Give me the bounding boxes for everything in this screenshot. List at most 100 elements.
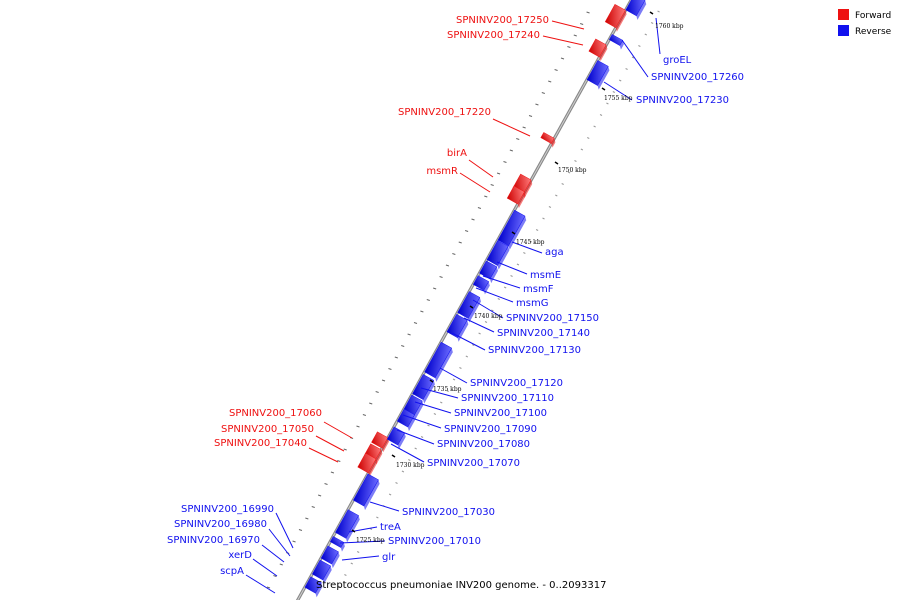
kbp-tick bbox=[554, 161, 559, 165]
scale-tick bbox=[496, 172, 501, 175]
gene-label: SPNINV200_17110 bbox=[461, 393, 554, 404]
gene-label: SPNINV200_16980 bbox=[174, 519, 267, 530]
scale-tick bbox=[375, 391, 379, 393]
gene-label: SPNINV200_17120 bbox=[470, 378, 563, 389]
leader-line bbox=[542, 35, 584, 46]
leader-line bbox=[341, 555, 380, 561]
leader-line bbox=[603, 81, 633, 101]
scale-tick bbox=[408, 459, 411, 461]
scale-tick bbox=[548, 80, 552, 83]
kbp-tick bbox=[429, 379, 434, 383]
leader-line bbox=[511, 241, 543, 254]
scale-tick bbox=[612, 91, 616, 93]
scale-tick bbox=[580, 148, 584, 151]
scale-tick bbox=[484, 195, 488, 198]
scale-tick bbox=[458, 241, 462, 244]
scale-tick bbox=[311, 506, 315, 508]
leader-line bbox=[402, 414, 442, 429]
gene-label: glr bbox=[382, 552, 396, 563]
scale-tick bbox=[503, 286, 507, 289]
gene-label: msmF bbox=[523, 284, 554, 295]
kbp-tick bbox=[649, 11, 654, 15]
gene-box bbox=[506, 185, 526, 209]
gene-box bbox=[446, 314, 469, 342]
gene-label: SPNINV200_17220 bbox=[398, 107, 491, 118]
scale-tick bbox=[574, 160, 577, 162]
scale-tick bbox=[586, 11, 590, 14]
gene-label: msmR bbox=[426, 166, 458, 177]
gene-box bbox=[371, 431, 390, 453]
leader-line bbox=[621, 39, 649, 78]
gene-label: SPNINV200_17260 bbox=[651, 72, 744, 83]
gene-label: birA bbox=[447, 148, 467, 159]
scale-tick bbox=[491, 309, 494, 312]
scale-tick bbox=[471, 218, 475, 221]
kbp-label: 1725 kbp bbox=[356, 537, 385, 544]
scale-tick bbox=[510, 275, 513, 277]
kbp-label: 1750 kbp bbox=[558, 167, 587, 174]
scale-tick bbox=[618, 79, 622, 82]
scale-tick bbox=[324, 483, 328, 485]
scale-tick bbox=[560, 57, 565, 60]
kbp-label: 1760 kbp bbox=[655, 23, 684, 30]
scale-tick bbox=[376, 516, 379, 519]
leader-line bbox=[551, 20, 585, 30]
scale-tick bbox=[541, 92, 545, 94]
leader-line bbox=[261, 544, 285, 563]
leader-line bbox=[475, 287, 514, 303]
scale-tick bbox=[292, 540, 296, 543]
scale-tick bbox=[266, 586, 271, 589]
legend: Forward Reverse bbox=[838, 9, 892, 37]
scale-tick bbox=[573, 34, 577, 37]
scale-tick bbox=[478, 332, 481, 335]
leader-line bbox=[268, 528, 291, 557]
gene-box bbox=[625, 0, 647, 20]
kbp-label: 1745 kbp bbox=[516, 239, 545, 246]
scale-tick bbox=[465, 355, 469, 358]
scale-tick bbox=[337, 585, 341, 588]
scale-tick bbox=[497, 298, 501, 300]
gene-label: scpA bbox=[220, 566, 244, 577]
scale-tick bbox=[561, 183, 564, 185]
leader-line bbox=[308, 447, 339, 463]
gene-label: SPNINV200_17140 bbox=[497, 328, 590, 339]
leader-line bbox=[315, 435, 345, 452]
kbp-label: 1755 kbp bbox=[604, 95, 633, 102]
scale-tick bbox=[305, 517, 309, 520]
scale-tick bbox=[535, 229, 539, 231]
gene-label: treA bbox=[380, 522, 401, 533]
gene-label: SPNINV200_17250 bbox=[456, 15, 549, 26]
scale-tick bbox=[395, 482, 398, 484]
scale-tick bbox=[388, 493, 392, 496]
gene-label: msmG bbox=[516, 298, 548, 309]
scale-tick bbox=[471, 344, 475, 346]
gene-label: SPNINV200_16970 bbox=[167, 535, 260, 546]
scale-tick bbox=[522, 126, 526, 129]
scale-tick bbox=[567, 46, 571, 48]
scale-tick bbox=[554, 69, 558, 71]
scale-tick bbox=[439, 276, 443, 278]
gene-box bbox=[588, 38, 608, 62]
scale-tick bbox=[363, 539, 366, 542]
scale-tick bbox=[459, 367, 462, 369]
gene-label: SPNINV200_17050 bbox=[221, 424, 314, 435]
leader-line bbox=[459, 172, 491, 193]
scale-tick bbox=[529, 240, 532, 243]
genome-footer: Streptococcus pneumoniae INV200 genome. … bbox=[316, 580, 606, 591]
scale-tick bbox=[420, 310, 424, 313]
gene-label: groEL bbox=[663, 55, 692, 66]
kbp-marks: 1760 kbp 1755 kbp 1750 kbp 1745 kbp 1740 kbp… bbox=[351, 11, 684, 544]
legend-reverse-label: Reverse bbox=[855, 27, 892, 37]
gene-label: SPNINV200_17010 bbox=[388, 536, 481, 547]
leader-line bbox=[496, 261, 528, 275]
scale-tick bbox=[580, 23, 584, 25]
gene-label: SPNINV200_17070 bbox=[427, 458, 520, 469]
scale-tick bbox=[317, 494, 322, 497]
gene-label: aga bbox=[545, 247, 564, 258]
leader-line bbox=[420, 387, 459, 399]
leader-line bbox=[492, 118, 531, 137]
gene-label: SPNINV200_17150 bbox=[506, 313, 599, 324]
kbp-tick bbox=[391, 454, 396, 458]
gene-box bbox=[608, 34, 624, 50]
